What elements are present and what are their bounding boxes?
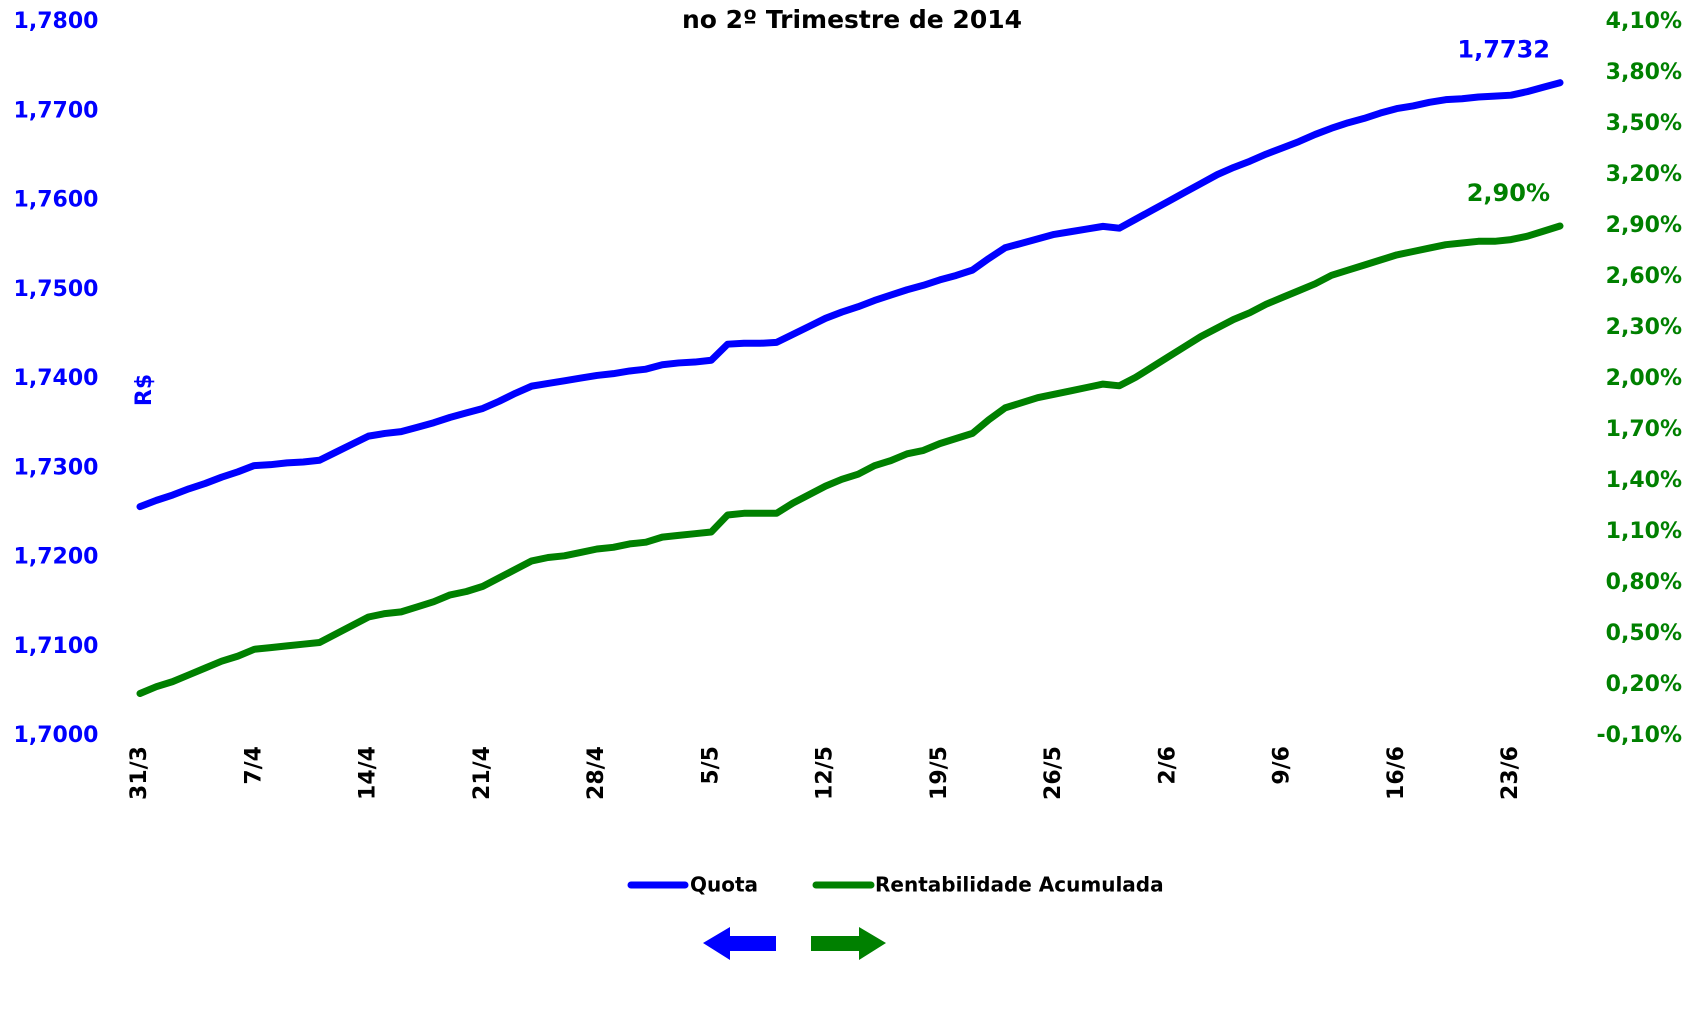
series-line: [136, 79, 1564, 511]
y-tick-label: 1,7000: [14, 723, 99, 748]
chart-title: no 2º Trimestre de 2014: [682, 5, 1022, 34]
x-tick-label: 28/4: [584, 746, 609, 800]
y-tick-label: 1,7100: [14, 634, 99, 659]
legend-label: Quota: [690, 873, 758, 897]
x-tick-label: 7/4: [241, 746, 266, 785]
y-axis-label: R$: [132, 374, 157, 406]
x-tick-label: 23/6: [1498, 746, 1523, 800]
y2-tick-label: 1,40%: [1606, 468, 1682, 493]
y2-tick-label: 2,60%: [1606, 264, 1682, 289]
y2-tick-label: 4,10%: [1606, 9, 1682, 34]
right-arrow: [811, 927, 886, 960]
y2-tick-label: -0,10%: [1597, 723, 1682, 748]
y2-tick-label: 2,30%: [1606, 315, 1682, 340]
y-tick-label: 1,7200: [14, 545, 99, 570]
y-tick-label: 1,7500: [14, 277, 99, 302]
y-tick-label: 1,7300: [14, 455, 99, 480]
x-tick-label: 21/4: [470, 746, 495, 800]
y2-tick-label: 1,10%: [1606, 519, 1682, 544]
left-arrow: [703, 927, 776, 960]
y2-tick-label: 0,20%: [1606, 672, 1682, 697]
y-tick-label: 1,7700: [14, 98, 99, 123]
y-tick-label: 1,7800: [14, 9, 99, 34]
y2-tick-label: 0,50%: [1606, 621, 1682, 646]
x-tick-label: 12/5: [813, 746, 838, 800]
series-line: [136, 222, 1564, 697]
y2-tick-label: 2,90%: [1606, 213, 1682, 238]
y2-tick-label: 0,80%: [1606, 570, 1682, 595]
data-label: 1,7732: [1457, 36, 1550, 64]
x-tick-label: 2/6: [1155, 746, 1180, 785]
y2-tick-label: 2,00%: [1606, 366, 1682, 391]
data-label: 2,90%: [1467, 179, 1550, 207]
x-tick-label: 19/5: [927, 746, 952, 800]
y-tick-label: 1,7600: [14, 188, 99, 213]
x-tick-label: 31/3: [127, 746, 152, 800]
y2-tick-label: 1,70%: [1606, 417, 1682, 442]
x-tick-label: 5/5: [698, 746, 723, 785]
legend-label: Rentabilidade Acumulada: [875, 873, 1164, 897]
y2-tick-label: 3,50%: [1606, 111, 1682, 136]
x-tick-label: 14/4: [356, 746, 381, 800]
x-tick-label: 9/6: [1270, 746, 1295, 785]
y2-tick-label: 3,20%: [1606, 162, 1682, 187]
y-tick-label: 1,7400: [14, 366, 99, 391]
y2-tick-label: 3,80%: [1606, 60, 1682, 85]
x-tick-label: 16/6: [1384, 746, 1409, 800]
x-tick-label: 26/5: [1041, 746, 1066, 800]
